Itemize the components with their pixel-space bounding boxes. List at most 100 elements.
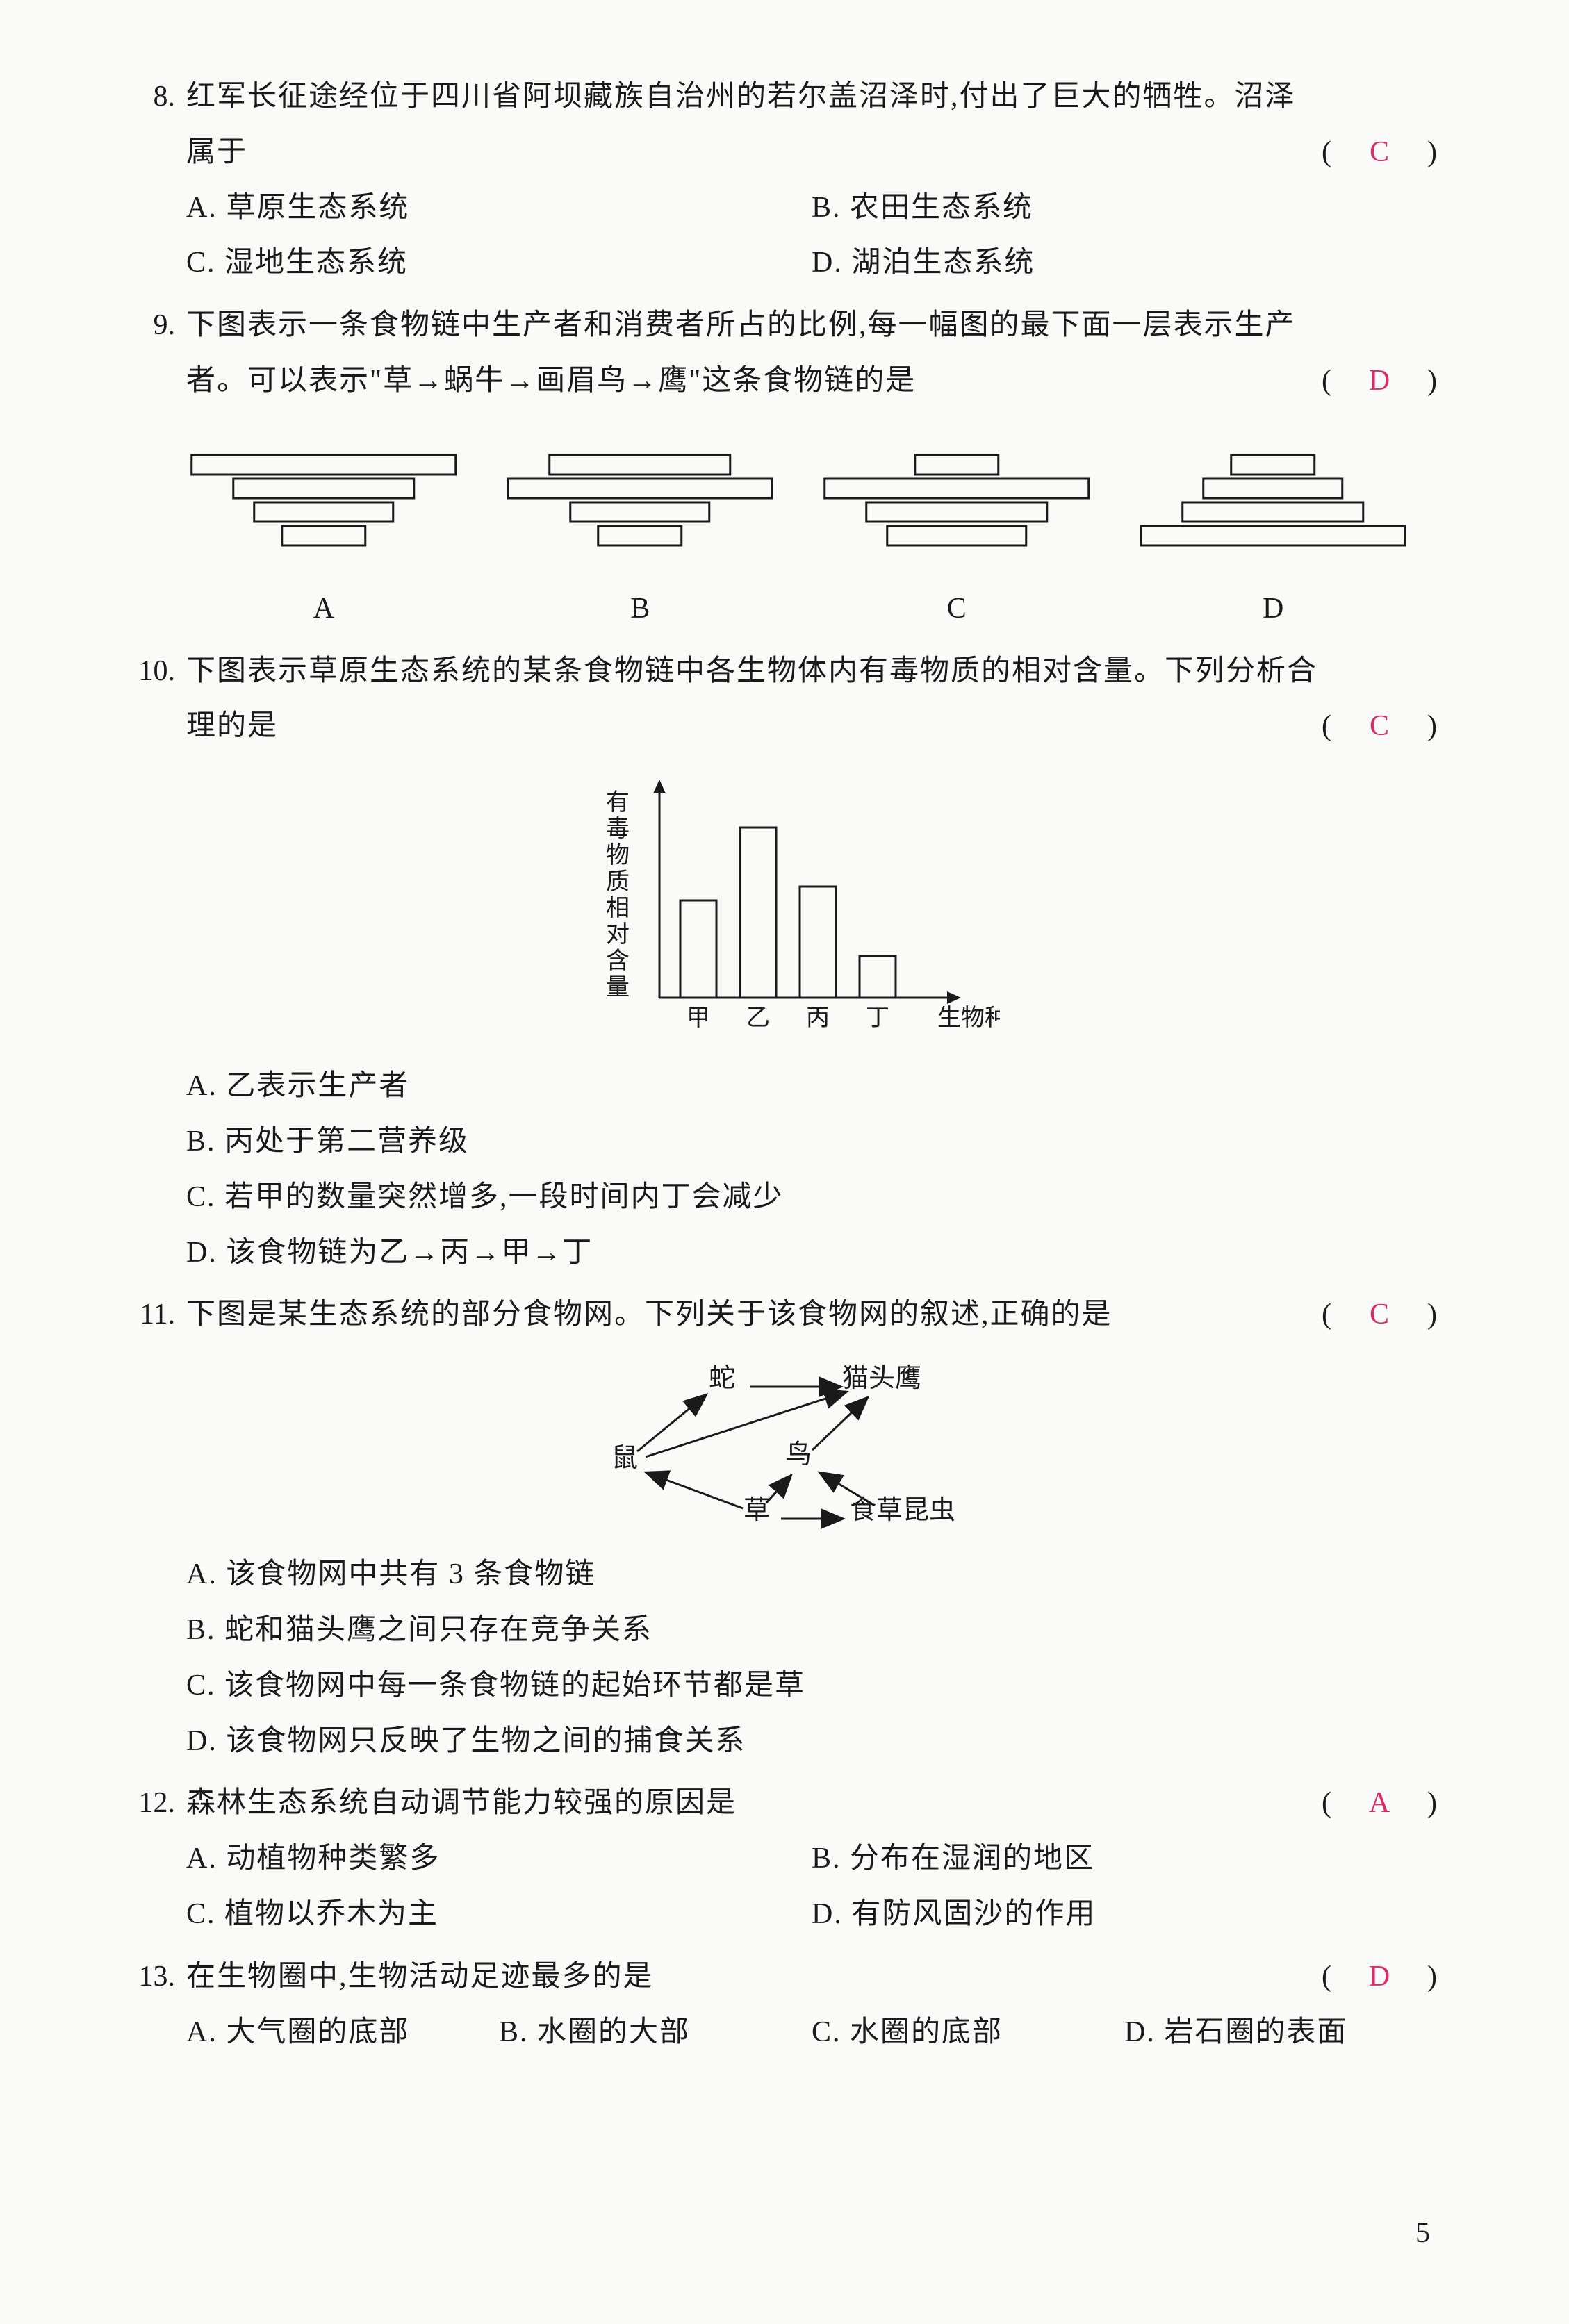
pyramid-C-svg bbox=[807, 427, 1107, 566]
svg-text:丁: 丁 bbox=[866, 1005, 889, 1031]
q11-optC: C. 该食物网中每一条食物链的起始环节都是草 bbox=[186, 1658, 1437, 1714]
q8-optC: C. 湿地生态系统 bbox=[186, 236, 812, 291]
svg-text:丙: 丙 bbox=[806, 1005, 830, 1031]
q8-answer-paren: ( C ) bbox=[1322, 125, 1437, 181]
q12-number: 12. bbox=[132, 1776, 186, 1831]
q10-optB-row: B. 丙处于第二营养级 bbox=[132, 1114, 1437, 1170]
q11-answer-paren: ( C ) bbox=[1322, 1287, 1437, 1343]
q11-answer-letter: C bbox=[1361, 1287, 1398, 1343]
q10-optD-row: D. 该食物链为乙→丙→甲→丁 bbox=[132, 1226, 1437, 1281]
pyramid-D-label: D bbox=[1263, 582, 1283, 637]
q8-stem-line1: 8. 红军长征途经位于四川省阿坝藏族自治州的若尔盖沼泽时,付出了巨大的牺牲。沼泽 bbox=[132, 69, 1437, 125]
q13-answer-letter: D bbox=[1361, 1950, 1398, 2005]
pyramid-B-label: B bbox=[630, 582, 650, 637]
exam-page: 8. 红军长征途经位于四川省阿坝藏族自治州的若尔盖沼泽时,付出了巨大的牺牲。沼泽… bbox=[0, 0, 1569, 2123]
svg-text:相: 相 bbox=[606, 895, 630, 921]
q13-number: 13. bbox=[132, 1950, 186, 2005]
q13-optA: A. 大气圈的底部 bbox=[186, 2005, 499, 2061]
q11-number: 11. bbox=[132, 1287, 186, 1343]
svg-text:蛇: 蛇 bbox=[709, 1364, 735, 1393]
q9-answer-paren: ( D ) bbox=[1322, 354, 1437, 409]
question-10: 10. 下图表示草原生态系统的某条食物链中各生物体内有毒物质的相对含量。下列分析… bbox=[132, 644, 1437, 1281]
q11-optC-row: C. 该食物网中每一条食物链的起始环节都是草 bbox=[132, 1658, 1437, 1714]
q11-optB: B. 蛇和猫头鹰之间只存在竞争关系 bbox=[186, 1603, 1437, 1658]
q11-optA: A. 该食物网中共有 3 条食物链 bbox=[186, 1547, 1437, 1603]
q10-stem-line2: 理的是 ( C ) bbox=[132, 699, 1437, 755]
q8-stem-line2: 属于 ( C ) bbox=[132, 125, 1437, 181]
q13-optB: B. 水圈的大部 bbox=[499, 2005, 812, 2061]
q13-optD: D. 岩石圈的表面 bbox=[1124, 2005, 1437, 2061]
svg-text:对: 对 bbox=[606, 921, 630, 948]
q10-number: 10. bbox=[132, 644, 186, 700]
q9-answer-letter: D bbox=[1361, 354, 1398, 409]
page-number: 5 bbox=[1415, 2206, 1430, 2261]
svg-text:乙: 乙 bbox=[746, 1005, 770, 1031]
pyramid-D: D bbox=[1123, 427, 1423, 637]
q12-stem-text: 森林生态系统自动调节能力较强的原因是 bbox=[186, 1787, 737, 1819]
q12-optA: A. 动植物种类繁多 bbox=[186, 1831, 812, 1887]
q10-stem-text1: 下图表示草原生态系统的某条食物链中各生物体内有毒物质的相对含量。下列分析合 bbox=[186, 644, 1437, 700]
q11-optD-row: D. 该食物网只反映了生物之间的捕食关系 bbox=[132, 1714, 1437, 1770]
question-12: 12. 森林生态系统自动调节能力较强的原因是 ( A ) A. 动植物种类繁多 … bbox=[132, 1776, 1437, 1942]
pyramid-B: B bbox=[490, 427, 790, 637]
q8-opts-row1: A. 草原生态系统 B. 农田生态系统 bbox=[132, 181, 1437, 236]
svg-text:草: 草 bbox=[744, 1496, 770, 1525]
q13-stem-line: 13. 在生物圈中,生物活动足迹最多的是 ( D ) bbox=[132, 1950, 1437, 2005]
svg-text:物: 物 bbox=[606, 842, 630, 868]
q12-stem-line: 12. 森林生态系统自动调节能力较强的原因是 ( A ) bbox=[132, 1776, 1437, 1831]
q11-food-web: 草鼠食草昆虫鸟蛇猫头鹰 bbox=[548, 1349, 1021, 1543]
q13-stem-wrap: 在生物圈中,生物活动足迹最多的是 ( D ) bbox=[186, 1950, 1437, 2005]
q8-optD: D. 湖泊生态系统 bbox=[812, 236, 1437, 291]
q10-optC-row: C. 若甲的数量突然增多,一段时间内丁会减少 bbox=[132, 1170, 1437, 1226]
svg-text:量: 量 bbox=[606, 975, 630, 1000]
q13-opts-row: A. 大气圈的底部 B. 水圈的大部 C. 水圈的底部 D. 岩石圈的表面 bbox=[132, 2005, 1437, 2061]
q8-number: 8. bbox=[132, 69, 186, 125]
q9-stem-line2: 者。可以表示"草→蜗牛→画眉鸟→鹰"这条食物链的是 ( D ) bbox=[132, 354, 1437, 409]
q10-answer-paren: ( C ) bbox=[1322, 699, 1437, 755]
q8-answer-letter: C bbox=[1361, 125, 1398, 181]
q10-stem-line1: 10. 下图表示草原生态系统的某条食物链中各生物体内有毒物质的相对含量。下列分析… bbox=[132, 644, 1437, 700]
q8-optA: A. 草原生态系统 bbox=[186, 181, 812, 236]
q8-stem-text1: 红军长征途经位于四川省阿坝藏族自治州的若尔盖沼泽时,付出了巨大的牺牲。沼泽 bbox=[186, 69, 1437, 125]
q10-optA-row: A. 乙表示生产者 bbox=[132, 1059, 1437, 1114]
q10-optC: C. 若甲的数量突然增多,一段时间内丁会减少 bbox=[186, 1170, 1437, 1226]
svg-text:毒: 毒 bbox=[606, 816, 630, 842]
q10-bar-chart: 甲乙丙丁有毒物质相对含量生物种类 bbox=[569, 761, 1000, 1053]
q13-answer-paren: ( D ) bbox=[1322, 1950, 1437, 2005]
q8-stem-text2: 属于 bbox=[186, 136, 247, 168]
q10-optB: B. 丙处于第二营养级 bbox=[186, 1114, 1437, 1170]
pyramid-C-label: C bbox=[947, 582, 967, 637]
svg-text:鼠: 鼠 bbox=[611, 1444, 638, 1473]
pyramid-C: C bbox=[807, 427, 1107, 637]
question-11: 11. 下图是某生态系统的部分食物网。下列关于该食物网的叙述,正确的是 ( C … bbox=[132, 1287, 1437, 1769]
question-9: 9. 下图表示一条食物链中生产者和消费者所占的比例,每一幅图的最下面一层表示生产… bbox=[132, 298, 1437, 636]
q9-pyramid-row: A B C D bbox=[132, 413, 1437, 637]
q10-optA: A. 乙表示生产者 bbox=[186, 1059, 1437, 1114]
svg-text:食草昆虫: 食草昆虫 bbox=[850, 1496, 955, 1525]
q9-number: 9. bbox=[132, 298, 186, 354]
q12-opts-row1: A. 动植物种类繁多 B. 分布在湿润的地区 bbox=[132, 1831, 1437, 1887]
q11-stem-text: 下图是某生态系统的部分食物网。下列关于该食物网的叙述,正确的是 bbox=[186, 1299, 1112, 1330]
pyramid-B-svg bbox=[490, 427, 790, 566]
q10-optD: D. 该食物链为乙→丙→甲→丁 bbox=[186, 1226, 1437, 1281]
q11-optA-row: A. 该食物网中共有 3 条食物链 bbox=[132, 1547, 1437, 1603]
q12-answer-paren: ( A ) bbox=[1322, 1776, 1437, 1831]
q11-stem-line: 11. 下图是某生态系统的部分食物网。下列关于该食物网的叙述,正确的是 ( C … bbox=[132, 1287, 1437, 1343]
q12-answer-letter: A bbox=[1361, 1776, 1398, 1831]
svg-text:甲: 甲 bbox=[687, 1005, 710, 1031]
svg-text:含: 含 bbox=[606, 948, 630, 974]
q8-opts-row2: C. 湿地生态系统 D. 湖泊生态系统 bbox=[132, 236, 1437, 291]
pyramid-A-label: A bbox=[313, 582, 334, 637]
q10-stem-text2: 理的是 bbox=[186, 710, 278, 742]
q12-optD: D. 有防风固沙的作用 bbox=[812, 1887, 1437, 1943]
q10-answer-letter: C bbox=[1361, 699, 1398, 755]
q9-stem-text2: 者。可以表示"草→蜗牛→画眉鸟→鹰"这条食物链的是 bbox=[186, 365, 916, 397]
q13-stem-text: 在生物圈中,生物活动足迹最多的是 bbox=[186, 1961, 654, 1993]
q11-optB-row: B. 蛇和猫头鹰之间只存在竞争关系 bbox=[132, 1603, 1437, 1658]
q13-optC: C. 水圈的底部 bbox=[812, 2005, 1124, 2061]
svg-text:猫头鹰: 猫头鹰 bbox=[842, 1364, 921, 1393]
q11-stem-wrap: 下图是某生态系统的部分食物网。下列关于该食物网的叙述,正确的是 ( C ) bbox=[186, 1287, 1437, 1343]
question-13: 13. 在生物圈中,生物活动足迹最多的是 ( D ) A. 大气圈的底部 B. … bbox=[132, 1950, 1437, 2061]
q11-optD: D. 该食物网只反映了生物之间的捕食关系 bbox=[186, 1714, 1437, 1770]
pyramid-A: A bbox=[174, 427, 474, 637]
